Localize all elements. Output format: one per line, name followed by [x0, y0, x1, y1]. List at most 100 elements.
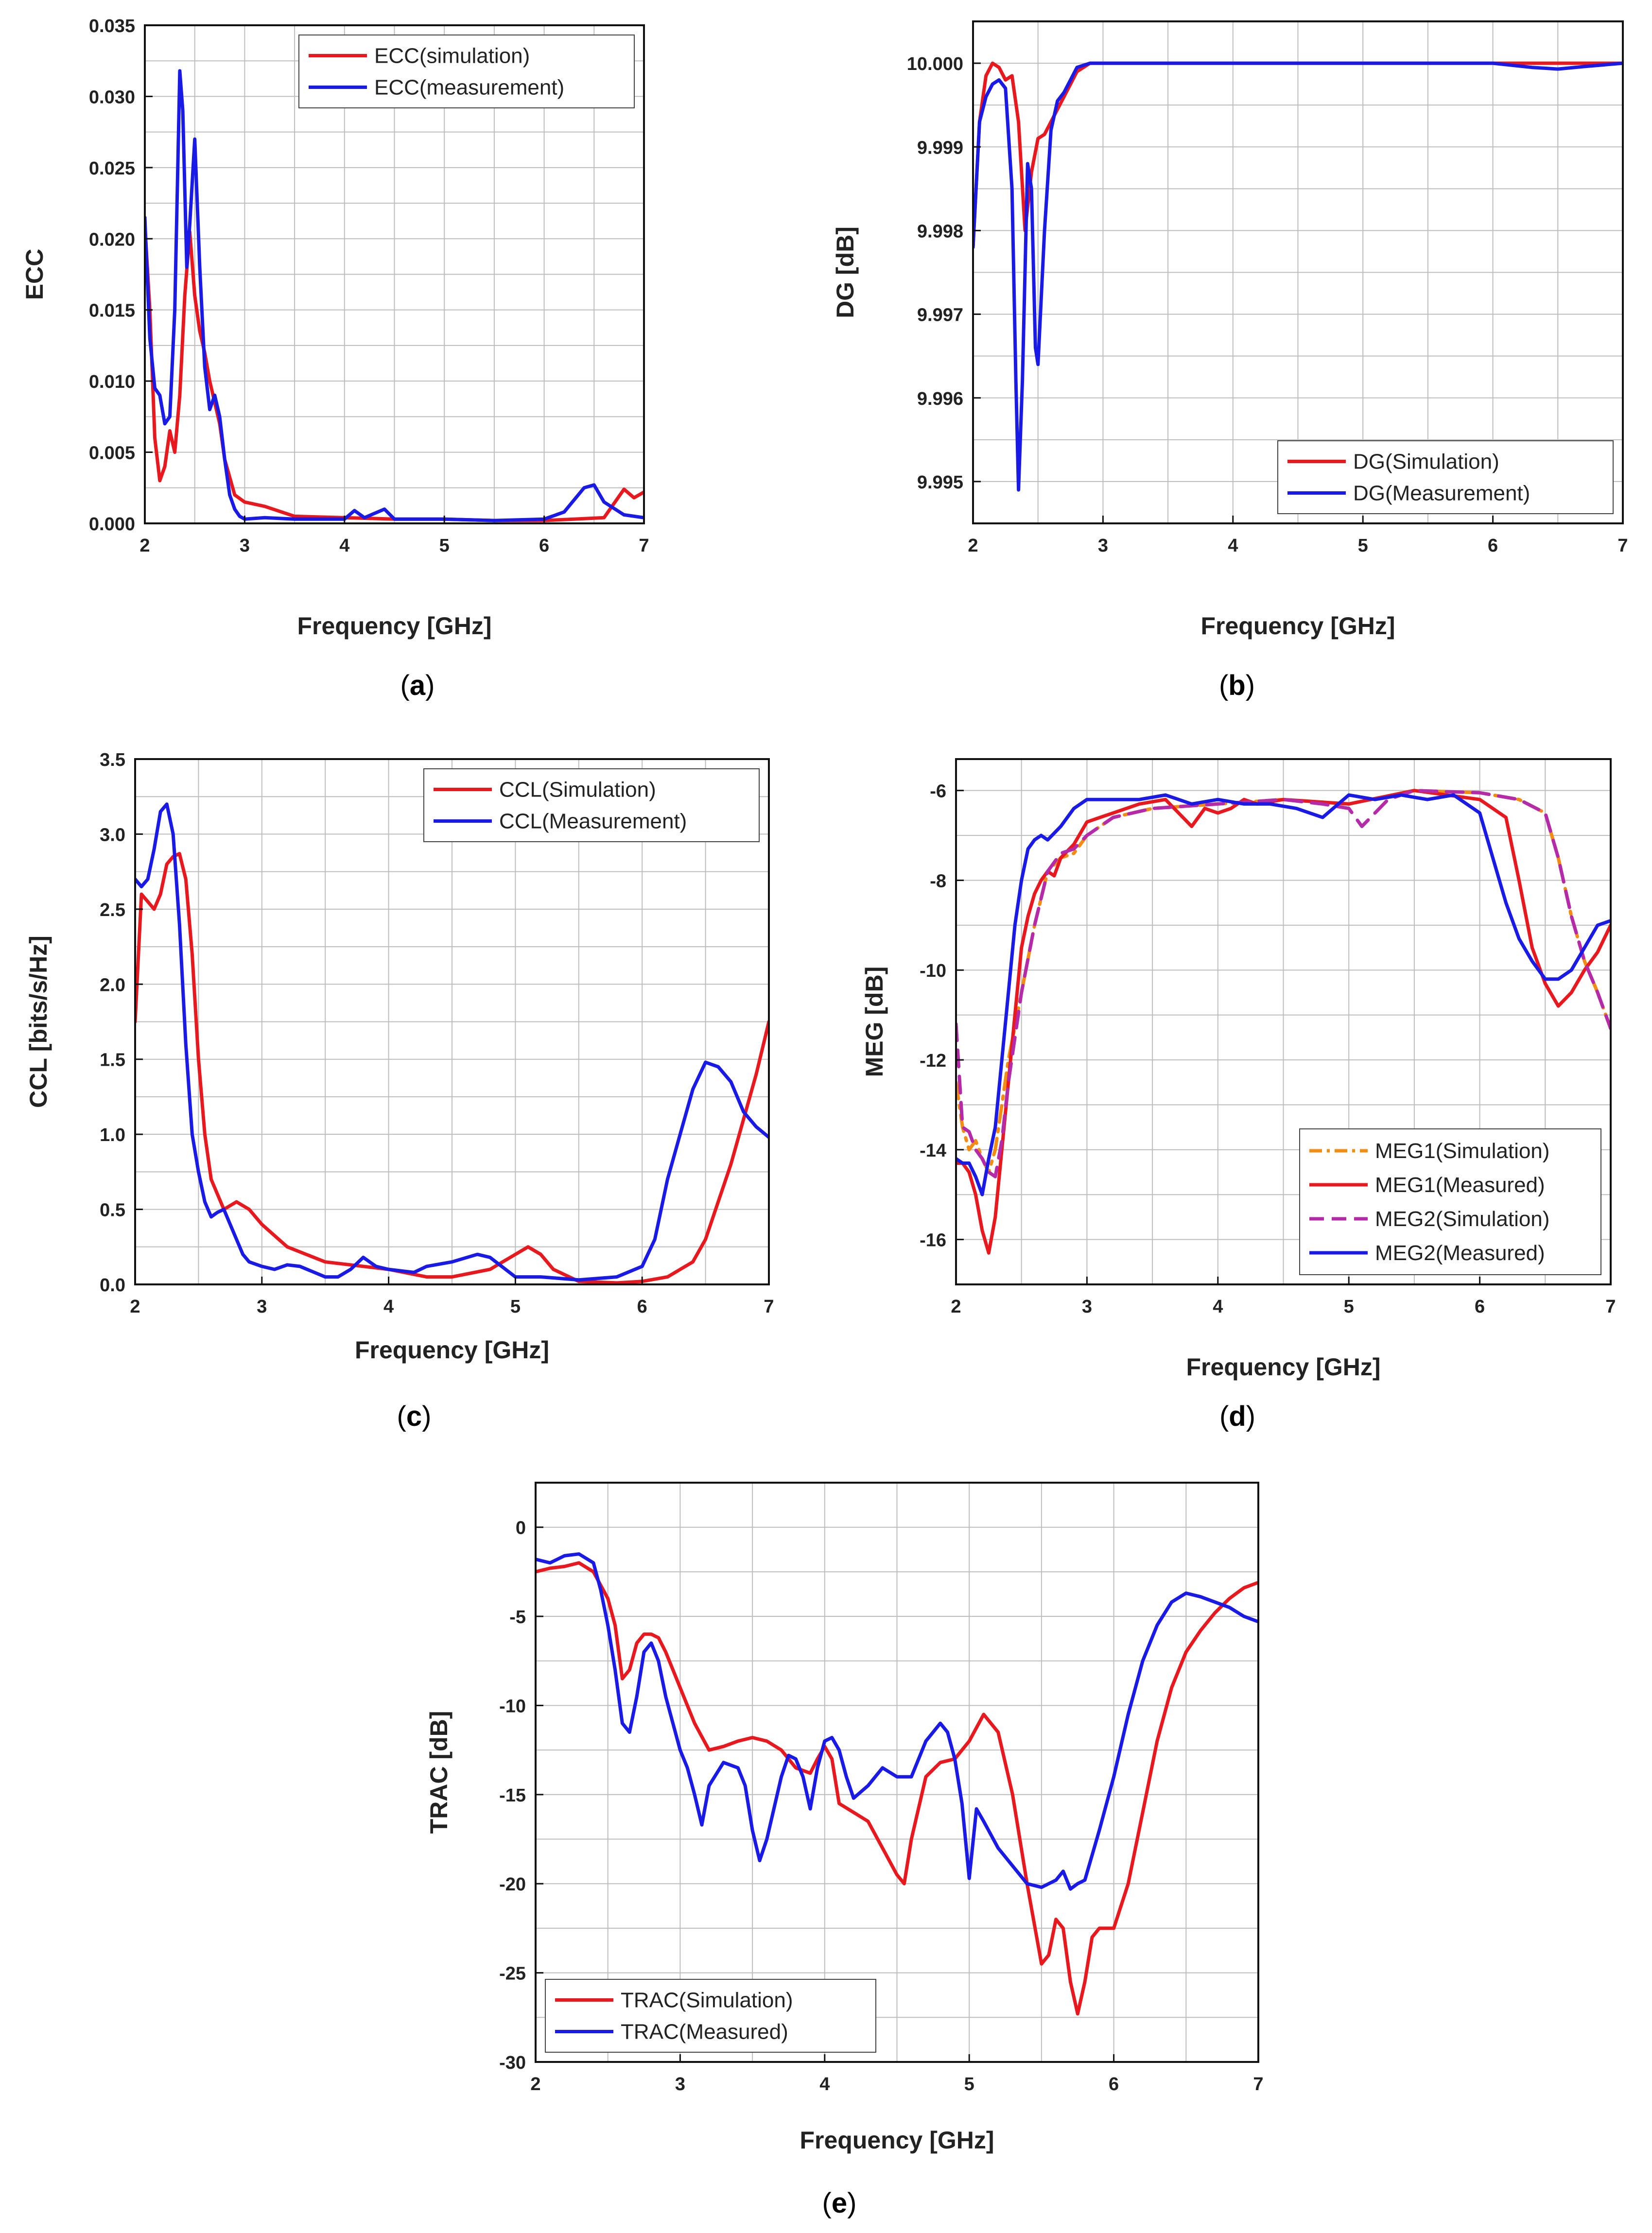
chart-e-frame: [535, 1482, 1259, 2063]
chart-b-legend-box: [1277, 440, 1614, 514]
chart-c-caption: (c): [397, 1401, 432, 1432]
chart-c-xtick-label: 6: [637, 1297, 647, 1317]
chart-a-frame: [144, 24, 645, 524]
chart-e-xtick-label: 4: [819, 2074, 830, 2095]
chart-e-legend-box: [545, 1979, 876, 2053]
chart-e-legend: TRAC(Simulation) TRAC(Measured): [545, 1979, 876, 2053]
chart-a-xtick-label: 5: [439, 536, 450, 556]
chart-d-series-meg2-measured: [956, 793, 1611, 1196]
chart-c-ytick-label: 2.5: [100, 900, 125, 920]
chart-a-ylabel: ECC: [21, 249, 48, 300]
chart-e-xlabel: Frequency [GHz]: [800, 2127, 994, 2154]
chart-c-frame: [134, 758, 770, 1285]
chart-b-legend: DG(Simulation) DG(Measurement): [1277, 440, 1614, 514]
chart-c-ytick-label: 0.5: [100, 1200, 125, 1221]
chart-d-caption: (d): [1219, 1401, 1255, 1432]
chart-e-legend-label: TRAC(Simulation): [621, 1989, 793, 2012]
chart-b-ytick-label: 9.998: [917, 221, 963, 242]
chart-d-xtick-label: 3: [1082, 1297, 1092, 1317]
chart-d-ytick-label: -8: [930, 871, 946, 891]
chart-d-xtick-label: 6: [1475, 1297, 1485, 1317]
chart-a-ytick-label: 0.025: [89, 158, 135, 179]
chart-c-legend: CCL(Simulation) CCL(Measurement): [423, 768, 760, 842]
chart-e: 2 3 4 5 6 7 -30 -25 -20 -15 -10 -5 0 Frequency [GHz] T…: [425, 1482, 1264, 2219]
chart-b-xtick-label: 3: [1098, 536, 1108, 556]
chart-d-xlabel: Frequency [GHz]: [1186, 1353, 1380, 1381]
chart-d-ylabel: MEG [dB]: [861, 967, 888, 1077]
chart-c-ytick-label: 1.0: [100, 1125, 125, 1145]
chart-b: 2 3 4 5 6 7 9.995 9.996 9.997 9.998 9.999 10.000 Fre…: [832, 20, 1628, 701]
chart-c-series-ccl-simulation: [135, 852, 769, 1284]
chart-c-series-ccl-measurement: [135, 802, 769, 1282]
chart-e-ylabel: TRAC [dB]: [425, 1711, 452, 1834]
chart-d-ytick-label: -6: [930, 781, 946, 802]
chart-d-legend: MEG1(Simulation) MEG1(Measured) MEG2(Simul…: [1299, 1128, 1601, 1275]
chart-b-ytick-label: 9.996: [917, 389, 963, 409]
chart-e-ytick-label: -20: [499, 1874, 526, 1895]
chart-b-legend-label: DG(Simulation): [1353, 450, 1499, 474]
chart-e-series-trac-measured: [536, 1552, 1258, 1891]
chart-b-xlabel: Frequency [GHz]: [1200, 612, 1395, 640]
chart-d-legend-label: MEG1(Simulation): [1375, 1139, 1549, 1163]
chart-d-ytick-label: -12: [920, 1051, 946, 1071]
chart-a-xtick-label: 7: [639, 536, 649, 556]
chart-d-frame: [955, 758, 1612, 1285]
chart-a-ytick-label: 0.015: [89, 301, 135, 321]
chart-e-xtick-label: 7: [1253, 2074, 1263, 2095]
chart-a-series-ecc-measurement: [145, 69, 644, 522]
chart-c-ylabel: CCL [bits/s/Hz]: [25, 935, 52, 1108]
chart-d-ytick-label: -16: [920, 1230, 946, 1251]
chart-b-ytick-label: 10.000: [907, 54, 963, 74]
chart-d-legend-box: [1299, 1128, 1601, 1275]
chart-d: 2 3 4 5 6 7 -16 -14 -12 -10 -8 -6 Frequency [GHz] MEG…: [861, 758, 1616, 1432]
chart-e-xtick-label: 5: [964, 2074, 974, 2095]
chart-c-xtick-label: 2: [130, 1297, 140, 1317]
chart-a-xtick-label: 2: [139, 536, 150, 556]
chart-a-legend-box: [298, 35, 635, 108]
chart-c-ytick-label: 1.5: [100, 1050, 125, 1071]
chart-a-xtick-label: 3: [240, 536, 250, 556]
chart-a-xtick-label: 6: [539, 536, 549, 556]
chart-a-ytick-label: 0.005: [89, 443, 135, 464]
chart-a-ytick-label: 0.030: [89, 87, 135, 107]
chart-e-ytick-label: 0: [516, 1518, 526, 1539]
chart-b-xtick-label: 4: [1228, 536, 1238, 556]
chart-e-series-trac-simulation: [536, 1561, 1258, 2016]
chart-e-xtick-label: 6: [1109, 2074, 1119, 2095]
chart-e-ytick-label: -30: [499, 2053, 526, 2073]
chart-e-ytick-label: -25: [499, 1964, 526, 1984]
chart-a-legend-label: ECC(measurement): [374, 76, 564, 100]
chart-d-xtick-label: 4: [1213, 1297, 1223, 1317]
chart-a-legend-label: ECC(simulation): [374, 44, 530, 68]
chart-b-ytick-label: 9.995: [917, 472, 963, 493]
chart-b-series-dg-measurement: [973, 61, 1623, 492]
chart-a-legend: ECC(simulation) ECC(measurement): [298, 35, 635, 108]
chart-d-legend-label: MEG1(Measured): [1375, 1173, 1545, 1197]
chart-a-caption: (a): [400, 670, 435, 701]
chart-c-ytick-label: 2.0: [100, 975, 125, 995]
chart-c-xtick-label: 3: [257, 1297, 267, 1317]
chart-e-ytick-label: -15: [499, 1785, 526, 1806]
chart-a-ytick-label: 0.035: [89, 16, 135, 36]
chart-d-legend-label: MEG2(Simulation): [1375, 1207, 1549, 1231]
chart-d-series-meg2-simulation: [956, 789, 1611, 1178]
chart-e-xtick-label: 3: [675, 2074, 685, 2095]
chart-c: 2 3 4 5 6 7 0.0 0.5 1.0 1.5 2.0 2.5 3.0 3.5 Frequency …: [25, 750, 774, 1432]
chart-c-legend-box: [423, 768, 760, 842]
chart-b-ylabel: DG [dB]: [832, 226, 859, 318]
chart-b-xtick-label: 2: [968, 536, 978, 556]
chart-c-xlabel: Frequency [GHz]: [355, 1336, 549, 1364]
chart-d-ytick-label: -10: [920, 961, 946, 981]
chart-b-xtick-label: 7: [1617, 536, 1628, 556]
chart-b-legend-label: DG(Measurement): [1353, 482, 1530, 505]
chart-b-caption: (b): [1219, 670, 1255, 701]
chart-b-ytick-label: 9.997: [917, 305, 963, 326]
chart-d-ytick-label: -14: [920, 1141, 946, 1161]
chart-d-series-meg1-measured: [956, 789, 1611, 1255]
chart-d-xtick-label: 5: [1344, 1297, 1354, 1317]
chart-c-ytick-label: 3.0: [100, 825, 125, 845]
chart-e-caption: (e): [822, 2187, 857, 2219]
chart-e-ytick-label: -5: [509, 1607, 526, 1627]
chart-e-ytick-label: -10: [499, 1696, 526, 1716]
